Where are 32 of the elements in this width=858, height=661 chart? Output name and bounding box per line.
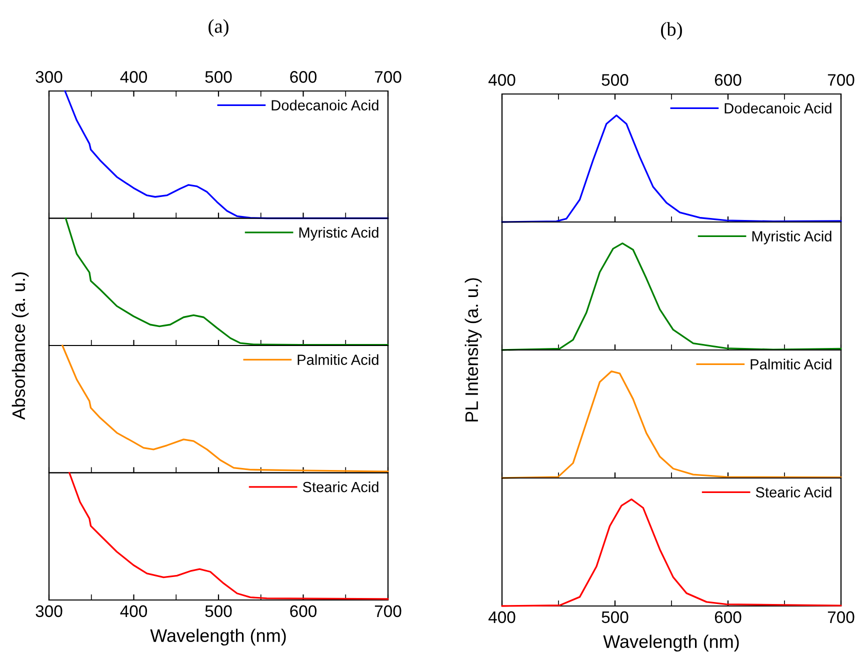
legend-label: Palmitic Acid bbox=[298, 354, 378, 365]
x-tick-label: 300 bbox=[36, 605, 62, 618]
y-axis-title: PL Intensity (a. u.) bbox=[464, 278, 482, 422]
x-tick-label: 300 bbox=[36, 71, 62, 83]
x-tick-label: 600 bbox=[714, 74, 742, 86]
x-tick-label: 400 bbox=[488, 74, 516, 86]
x-tick-label: 600 bbox=[290, 71, 317, 83]
legend-label: Myristic Acid bbox=[299, 227, 378, 241]
x-axis-title: Wavelength (nm) bbox=[603, 634, 739, 652]
y-axis-title: Absorbance (a. u.) bbox=[12, 272, 29, 420]
legend-label: Stearic Acid bbox=[302, 482, 378, 492]
x-tick-label: 500 bbox=[602, 611, 628, 624]
x-tick-label: 700 bbox=[374, 71, 402, 83]
x-tick-label: 500 bbox=[205, 71, 232, 83]
chart-title: (b) bbox=[661, 22, 682, 40]
x-axis-title: Wavelength (nm) bbox=[150, 628, 286, 646]
chart-title: (a) bbox=[208, 19, 228, 37]
x-tick-label: 600 bbox=[290, 605, 317, 618]
x-tick-label: 400 bbox=[120, 605, 148, 618]
x-tick-label: 400 bbox=[120, 71, 148, 83]
x-tick-label: 700 bbox=[828, 611, 854, 624]
legend-label: Palmitic Acid bbox=[750, 358, 832, 370]
x-tick-label: 500 bbox=[205, 605, 232, 618]
x-tick-label: 700 bbox=[374, 605, 402, 618]
x-tick-label: 600 bbox=[714, 611, 742, 624]
legend-label: Dodecanoic Acid bbox=[724, 102, 832, 114]
x-tick-label: 700 bbox=[828, 74, 854, 86]
legend-label: Myristic Acid bbox=[752, 230, 832, 244]
x-tick-label: 400 bbox=[488, 611, 516, 624]
legend-label: Dodecanoic Acid bbox=[272, 100, 378, 110]
legend-label: Stearic Acid bbox=[756, 486, 832, 498]
x-tick-label: 500 bbox=[602, 74, 628, 86]
